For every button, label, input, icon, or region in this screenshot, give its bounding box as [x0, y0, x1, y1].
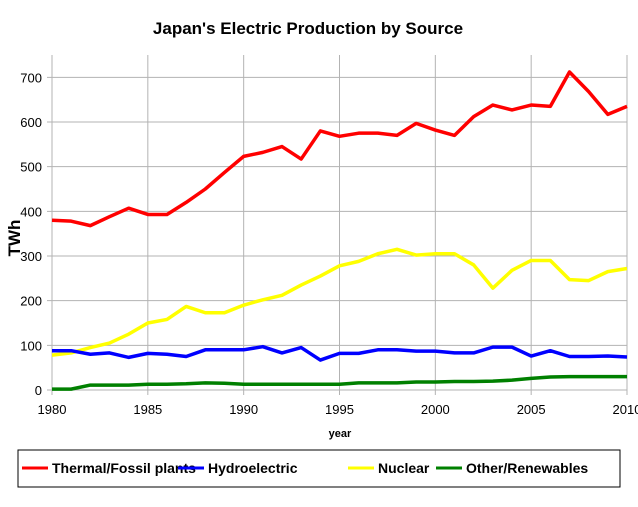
- series-line-hydroelectric: [52, 344, 628, 362]
- series-line-thermal-fossil-plants: [51, 70, 628, 228]
- x-tick-label: 2000: [421, 402, 450, 417]
- series-line-nuclear: [51, 247, 628, 357]
- grid: [47, 55, 628, 395]
- y-tick-label: 300: [20, 249, 42, 264]
- legend: Thermal/Fossil plants Hydroelectric Nuclea…: [17, 449, 621, 488]
- y-tick-label: 100: [20, 338, 42, 353]
- y-axis-ticks: 0 100 200 300 400 500 600 700: [20, 70, 42, 398]
- x-axis-ticks: 1980 1985 1990 1995 2000 2005 2010: [38, 402, 638, 417]
- y-axis-label: TWh: [5, 220, 24, 257]
- y-tick-label: 200: [20, 294, 42, 309]
- x-tick-label: 1985: [133, 402, 162, 417]
- x-tick-label: 1990: [229, 402, 258, 417]
- x-tick-label: 2010: [613, 402, 638, 417]
- legend-box: [17, 449, 621, 488]
- x-tick-label: 1980: [38, 402, 67, 417]
- legend-label-nuclear: Nuclear: [378, 460, 430, 476]
- series-lines: [51, 70, 628, 391]
- x-tick-label: 1995: [325, 402, 354, 417]
- legend-label-thermal-fossil-plants: Thermal/Fossil plants: [52, 460, 196, 476]
- chart-title: Japan's Electric Production by Source: [153, 19, 463, 38]
- y-tick-label: 0: [35, 383, 42, 398]
- legend-label-hydroelectric: Hydroelectric: [208, 460, 298, 476]
- y-tick-label: 600: [20, 115, 42, 130]
- x-axis-label: year: [329, 428, 352, 440]
- series-line-other-renewables: [52, 374, 627, 391]
- y-tick-label: 500: [20, 160, 42, 175]
- legend-label-other-renewables: Other/Renewables: [466, 460, 588, 476]
- y-tick-label: 700: [20, 70, 42, 85]
- x-tick-label: 2005: [517, 402, 546, 417]
- y-tick-label: 400: [20, 204, 42, 219]
